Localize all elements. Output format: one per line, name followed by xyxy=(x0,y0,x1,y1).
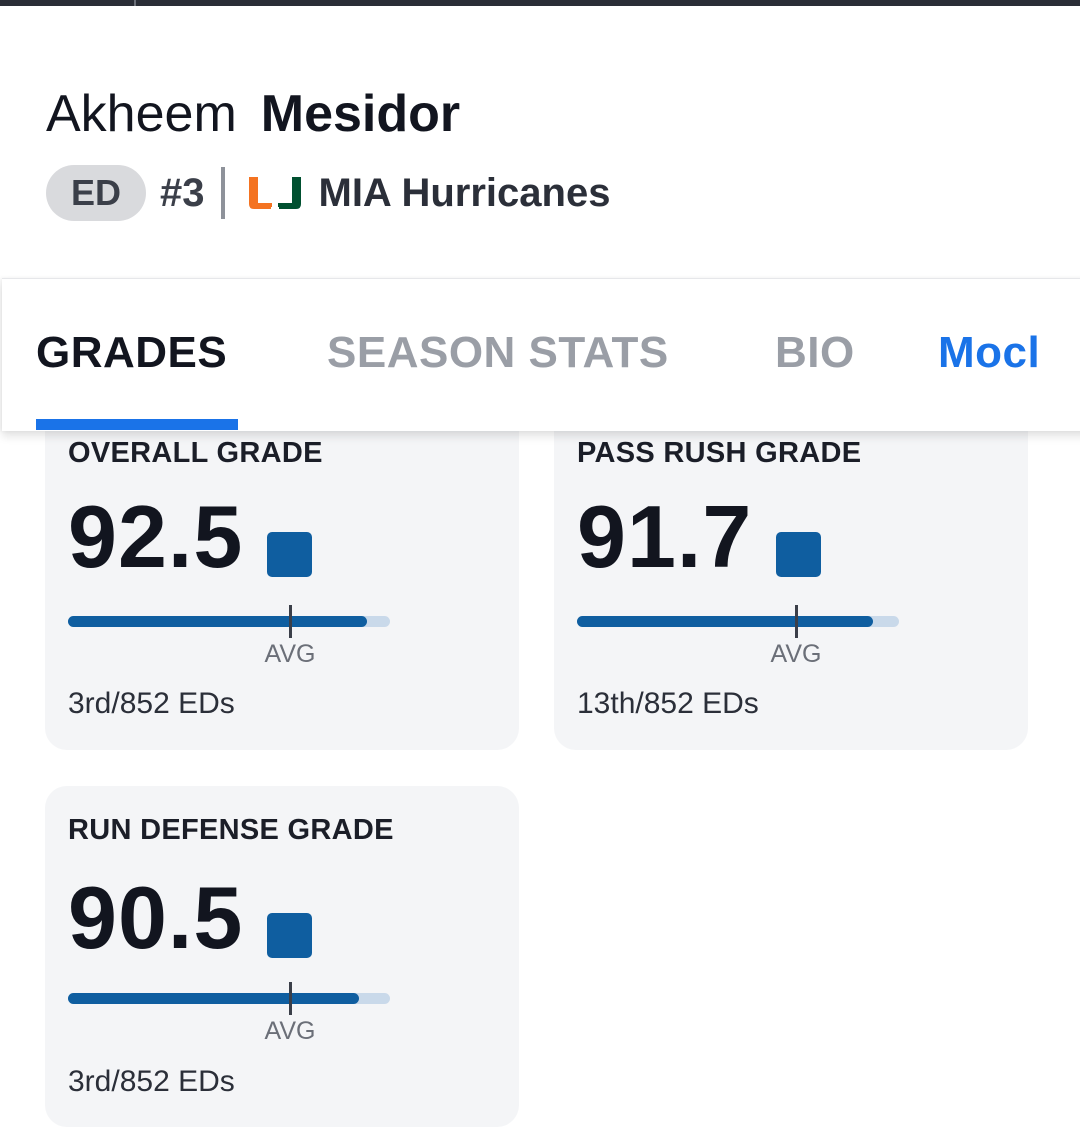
grade-value: 91.7 xyxy=(577,487,753,586)
grade-value-row: 91.7 xyxy=(577,487,822,586)
meta-divider xyxy=(220,167,225,219)
run-defense-grade-card: RUN DEFENSE GRADE 90.5 AVG 3rd/852 EDs xyxy=(45,786,519,1127)
player-last-name: Mesidor xyxy=(260,85,461,143)
grade-title: PASS RUSH GRADE xyxy=(577,437,862,469)
grade-rank: 3rd/852 EDs xyxy=(68,1065,235,1098)
top-strip xyxy=(0,0,1080,6)
team-name[interactable]: MIA Hurricanes xyxy=(318,170,611,215)
player-first-name: Akheem xyxy=(46,85,237,143)
tab-bio[interactable]: BIO xyxy=(775,328,855,377)
player-meta-row: ED #3 MIA Hurricanes xyxy=(46,164,610,222)
grade-value-row: 90.5 xyxy=(68,868,313,967)
grade-rank: 3rd/852 EDs xyxy=(68,687,235,720)
grade-title: OVERALL GRADE xyxy=(68,437,323,469)
overall-grade-card: OVERALL GRADE 92.5 AVG 3rd/852 EDs xyxy=(45,395,519,750)
grade-bar-fill xyxy=(68,616,367,627)
grade-bar-fill xyxy=(577,616,873,627)
player-name: Akheem Mesidor xyxy=(46,84,460,144)
miami-u-logo-icon xyxy=(248,177,301,209)
top-strip-notch xyxy=(134,0,136,6)
avg-label: AVG xyxy=(264,1017,316,1045)
avg-marker xyxy=(795,605,798,638)
jersey-number: #3 xyxy=(160,170,205,215)
grade-bar-track: AVG xyxy=(577,605,899,668)
avg-marker xyxy=(289,605,292,638)
grade-value: 90.5 xyxy=(68,868,244,967)
tab-mock[interactable]: Mocl xyxy=(938,328,1041,377)
active-tab-indicator xyxy=(36,419,238,430)
tab-bar: GRADES SEASON STATS BIO Mocl xyxy=(2,278,1080,431)
grade-title: RUN DEFENSE GRADE xyxy=(68,814,394,846)
tab-grades[interactable]: GRADES xyxy=(36,328,228,377)
avg-marker xyxy=(289,982,292,1015)
position-badge: ED xyxy=(46,165,146,221)
grade-value-row: 92.5 xyxy=(68,487,313,586)
grade-bar-fill xyxy=(68,993,359,1004)
avg-label: AVG xyxy=(770,640,822,668)
grade-color-indicator xyxy=(267,913,313,958)
grade-rank: 13th/852 EDs xyxy=(577,687,759,720)
avg-label: AVG xyxy=(264,640,316,668)
tab-season-stats[interactable]: SEASON STATS xyxy=(327,328,669,377)
grade-bar-track: AVG xyxy=(68,982,390,1045)
grade-color-indicator xyxy=(776,532,822,577)
grade-bar-track: AVG xyxy=(68,605,390,668)
grade-color-indicator xyxy=(267,532,313,577)
grade-value: 92.5 xyxy=(68,487,244,586)
pass-rush-grade-card: PASS RUSH GRADE 91.7 AVG 13th/852 EDs xyxy=(554,395,1028,750)
